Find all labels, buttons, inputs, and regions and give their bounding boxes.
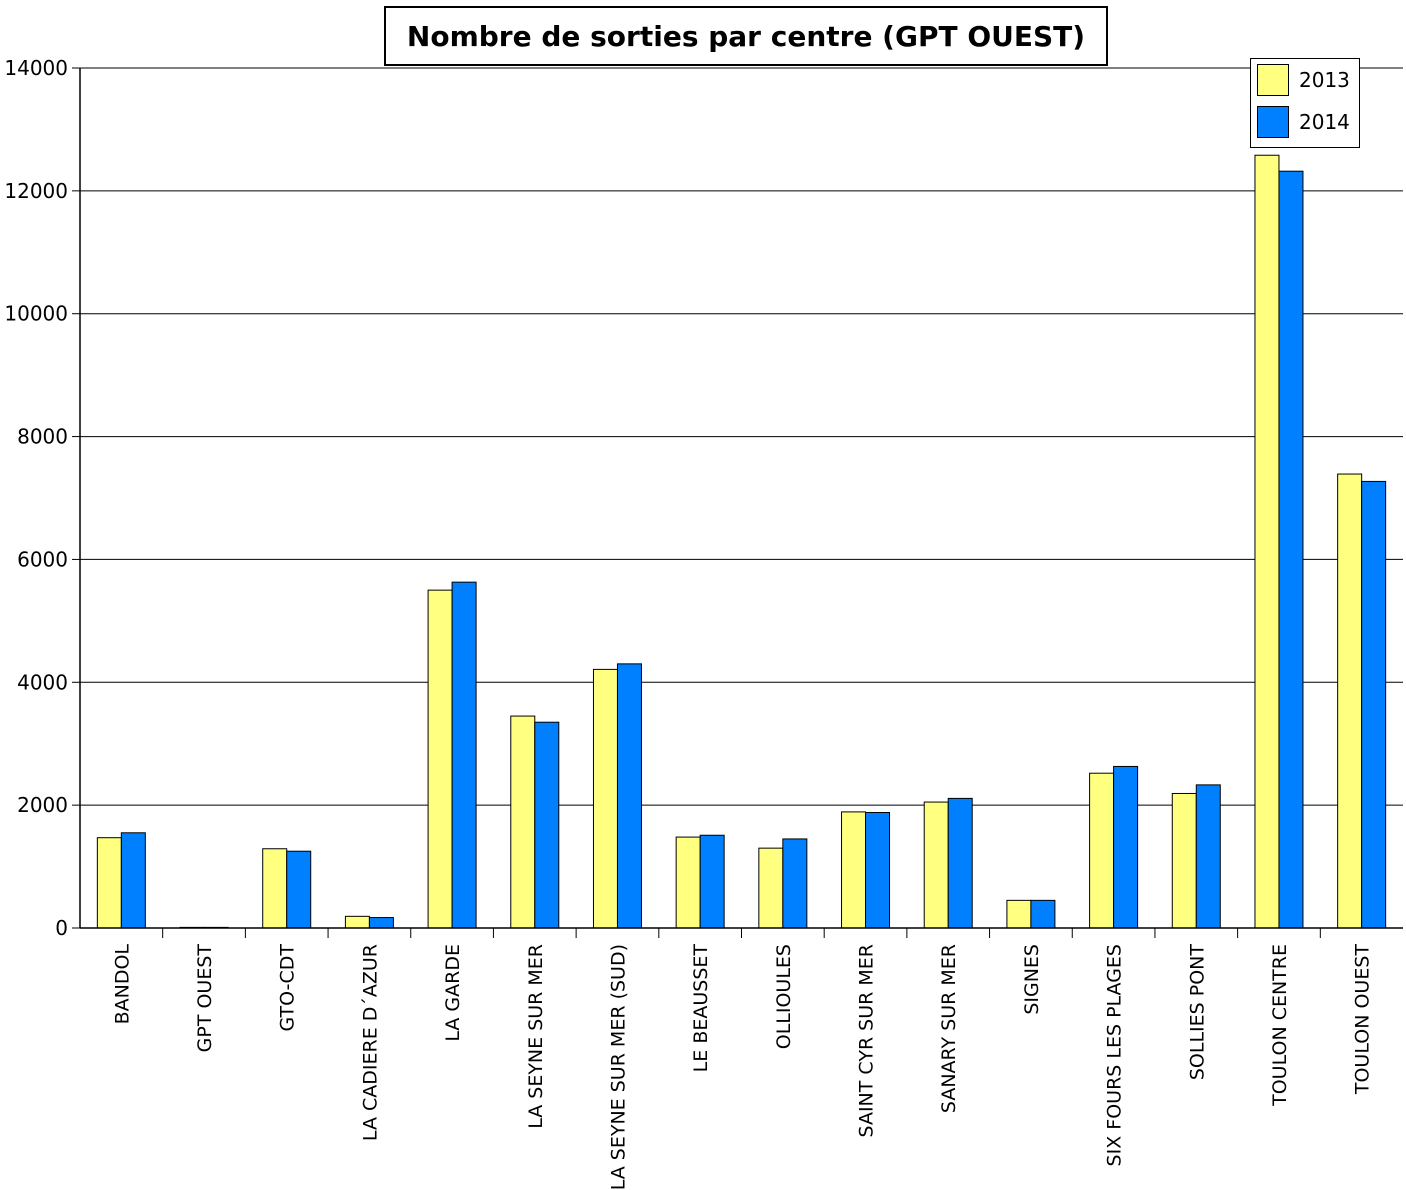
bar-2013 <box>344 915 370 929</box>
bar-2013 <box>1171 792 1197 929</box>
axes <box>72 67 1403 938</box>
legend-swatch-2014 <box>1257 106 1289 138</box>
y-tick-label: 0 <box>55 916 68 940</box>
x-tick-label: TOULON OUEST <box>1352 944 1374 1096</box>
x-tick-label: LA CADIERE D´AZUR <box>359 944 381 1141</box>
bar-2013 <box>1089 772 1115 929</box>
y-tick-label: 8000 <box>17 425 68 449</box>
bar-2014 <box>947 797 973 929</box>
x-tick-label: OLLIOULES <box>773 944 795 1049</box>
bar-2013 <box>923 801 949 929</box>
bar-2013 <box>96 837 122 929</box>
bar-2013 <box>1337 473 1363 929</box>
bar-2014 <box>1278 170 1304 929</box>
bar-2013 <box>592 668 618 929</box>
bars <box>96 154 1387 929</box>
bar-2013 <box>510 715 536 929</box>
bar-2013 <box>427 589 453 929</box>
bar-2014 <box>368 917 394 929</box>
x-tick-label: LA SEYNE SUR MER (SUD) <box>607 944 629 1190</box>
legend-item-2014: 2014 <box>1257 105 1350 139</box>
x-tick-label: GTO-CDT <box>277 944 299 1032</box>
y-tick-label: 2000 <box>17 793 68 817</box>
x-tick-label: BANDOL <box>111 944 133 1025</box>
bar-2013 <box>262 848 288 929</box>
bar-2013 <box>1006 899 1032 929</box>
gridlines <box>80 67 1403 806</box>
y-tick-label: 4000 <box>17 670 68 694</box>
bar-2014 <box>865 812 891 929</box>
x-tick-label: GPT OUEST <box>194 944 216 1053</box>
x-tick-label: TOULON CENTRE <box>1269 944 1291 1107</box>
legend-item-2013: 2013 <box>1257 63 1350 97</box>
bar-2014 <box>534 721 560 929</box>
x-tick-label: SIX FOURS LES PLAGES <box>1104 944 1126 1166</box>
bar-2013 <box>758 847 784 929</box>
bar-2013 <box>675 836 701 929</box>
x-tick-label: LE BEAUSSET <box>690 944 712 1073</box>
bar-2014 <box>120 832 146 929</box>
bar-2013 <box>1254 154 1280 929</box>
x-tick-label: SOLLIES PONT <box>1186 944 1208 1081</box>
x-tick-label: SAINT CYR SUR MER <box>856 944 878 1137</box>
x-tick-labels: BANDOL GPT OUEST GTO-CDT LA CADIERE D´AZUR L… <box>111 944 1373 1190</box>
bar-2014 <box>1030 899 1056 929</box>
legend-label-2014: 2014 <box>1299 110 1350 134</box>
legend-label-2013: 2013 <box>1299 68 1350 92</box>
y-tick-label: 6000 <box>17 547 68 571</box>
x-tick-label: SANARY SUR MER <box>938 944 960 1113</box>
bar-2014 <box>782 838 808 929</box>
y-tick-label: 14000 <box>4 56 68 80</box>
bar-2014 <box>1113 765 1139 929</box>
bar-2014 <box>616 663 642 929</box>
bar-2014 <box>1361 480 1387 929</box>
y-tick-label: 12000 <box>4 179 68 203</box>
bar-2014 <box>699 834 725 929</box>
x-tick-label: LA SEYNE SUR MER <box>525 944 547 1129</box>
x-tick-label: LA GARDE <box>442 944 464 1042</box>
y-tick-labels: 0 2000 4000 6000 8000 10000 12000 14000 <box>4 56 68 940</box>
chart-title: Nombre de sorties par centre (GPT OUEST) <box>384 6 1108 66</box>
bar-2014 <box>286 850 312 929</box>
legend: 2013 2014 <box>1250 58 1360 148</box>
bar-2014 <box>451 581 477 929</box>
x-tick-label: SIGNES <box>1021 944 1043 1015</box>
bar-2014 <box>1195 784 1221 929</box>
bar-2013 <box>841 811 867 929</box>
y-tick-label: 10000 <box>4 302 68 326</box>
legend-swatch-2013 <box>1257 64 1289 96</box>
